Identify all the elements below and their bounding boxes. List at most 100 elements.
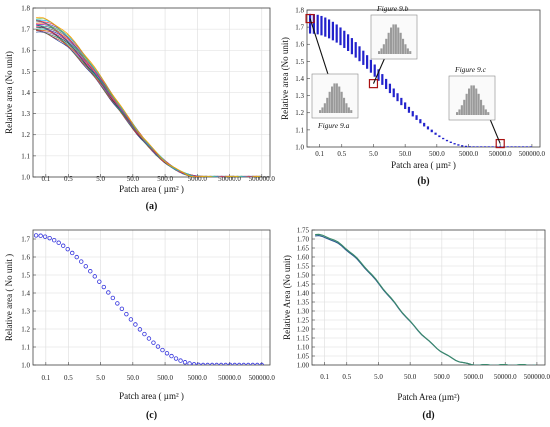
data-point — [42, 234, 48, 239]
y-tick-label: 1.7 — [21, 235, 30, 243]
x-tick-label: 500.0 — [157, 175, 173, 183]
data-point — [38, 233, 43, 238]
data-point — [191, 362, 197, 365]
data-point — [106, 290, 111, 295]
data-point — [246, 362, 251, 365]
x-tick-label: 5000.0 — [188, 374, 208, 382]
y-tick-label: 1.60 — [297, 253, 310, 261]
histogram-bar — [480, 99, 483, 115]
histogram-bar — [345, 103, 348, 113]
histogram-bar — [380, 48, 383, 54]
y-axis-label: Relative area (No unit) — [4, 51, 14, 134]
data-point — [209, 362, 215, 365]
histogram-bar — [409, 51, 412, 54]
histogram-bar — [475, 88, 478, 115]
histogram-bar — [333, 83, 336, 113]
y-tick-label: 1.75 — [297, 226, 310, 234]
histogram-bar — [331, 86, 334, 113]
data-point — [237, 362, 242, 365]
y-tick-label: 1.6 — [21, 47, 30, 55]
y-tick-label: 1.2 — [295, 109, 304, 117]
x-tick-label: 0.1 — [41, 175, 50, 183]
data-point — [155, 344, 161, 349]
data-layer — [308, 13, 532, 147]
y-tick-label: 1.4 — [21, 289, 30, 297]
histogram-bar — [321, 107, 324, 113]
data-layer — [315, 233, 536, 365]
series-line — [36, 19, 261, 177]
histogram-bar — [458, 109, 461, 115]
data-point — [200, 362, 206, 365]
data-point — [101, 284, 107, 290]
histogram-bar — [335, 83, 338, 113]
x-tick-label: 50.0 — [127, 374, 140, 382]
x-tick-label: 0.1 — [315, 150, 324, 158]
y-tick-label: 1.25 — [297, 316, 310, 324]
y-tick-label: 1.5 — [295, 58, 304, 66]
histogram-bar — [378, 51, 381, 54]
x-tick-label: 0.5 — [342, 373, 351, 381]
y-tick-label: 1.3 — [295, 92, 304, 100]
histogram-bar — [343, 97, 346, 113]
x-tick-label: 5.0 — [96, 175, 105, 183]
y-tick-label: 1.05 — [297, 352, 310, 360]
x-tick-label: 5.0 — [369, 150, 378, 158]
chart-panel-3: 0.1 0.5 5.0 50.0 500.0 5000.0 50000.0 500000.0 1… — [4, 229, 275, 421]
x-tick-label: 50.0 — [399, 150, 412, 158]
y-axis-label: Relative Area (No unit) — [282, 255, 292, 340]
histogram-bar — [382, 44, 385, 54]
x-tick-label: 5000.0 — [459, 150, 479, 158]
y-tick-label: 1.00 — [297, 361, 310, 369]
panel-label: (a) — [146, 201, 158, 212]
data-point — [214, 362, 219, 365]
series-line — [315, 233, 536, 365]
data-point — [88, 269, 93, 274]
histogram-bar — [472, 85, 475, 115]
y-tick-label: 1.8 — [295, 6, 304, 14]
y-tick-label: 1.3 — [21, 110, 30, 118]
histogram-bar — [387, 32, 390, 54]
x-tick-label: 500000.0 — [524, 373, 550, 381]
x-tick-label: 500.0 — [429, 150, 445, 158]
data-point — [241, 362, 246, 365]
data-point — [137, 327, 143, 332]
histogram-bar — [404, 44, 407, 54]
histogram-bar — [323, 103, 326, 113]
histogram-bar — [399, 32, 402, 54]
y-tick-label: 1.8 — [21, 4, 30, 12]
y-tick-label: 1.15 — [297, 334, 310, 342]
y-tick-label: 1.0 — [21, 173, 30, 181]
data-point — [223, 362, 228, 365]
data-layer — [36, 16, 261, 177]
data-point — [92, 274, 97, 279]
data-point — [232, 362, 237, 365]
data-point — [151, 340, 156, 345]
x-tick-label: 5000.0 — [188, 175, 208, 183]
data-point — [65, 246, 70, 252]
y-tick-label: 1.40 — [297, 289, 310, 297]
x-tick-label: 5.0 — [374, 373, 383, 381]
data-point — [119, 306, 125, 312]
data-point — [74, 254, 79, 260]
x-tick-label: 500.0 — [434, 373, 450, 381]
panel-label: (b) — [417, 176, 429, 187]
y-tick-label: 1.6 — [295, 41, 304, 49]
histogram-bar — [326, 97, 329, 113]
x-tick-label: 5000.0 — [464, 373, 484, 381]
y-tick-label: 1.7 — [295, 24, 304, 32]
chart-panel-1: 0.1 0.5 5.0 50.0 500.0 5000.0 50000.0 500000.0 1… — [4, 4, 275, 212]
y-tick-label: 1.4 — [21, 89, 30, 97]
data-point — [47, 235, 52, 241]
data-point — [205, 362, 210, 365]
data-point — [218, 362, 224, 365]
x-tick-label: 0.5 — [337, 150, 346, 158]
series-line — [36, 16, 261, 177]
data-point — [110, 295, 116, 301]
histogram-bar — [484, 109, 487, 115]
data-point — [79, 259, 84, 264]
series-line — [36, 29, 261, 177]
histogram-bar — [406, 48, 409, 54]
data-point — [142, 331, 147, 337]
y-tick-label: 1.2 — [21, 131, 30, 139]
